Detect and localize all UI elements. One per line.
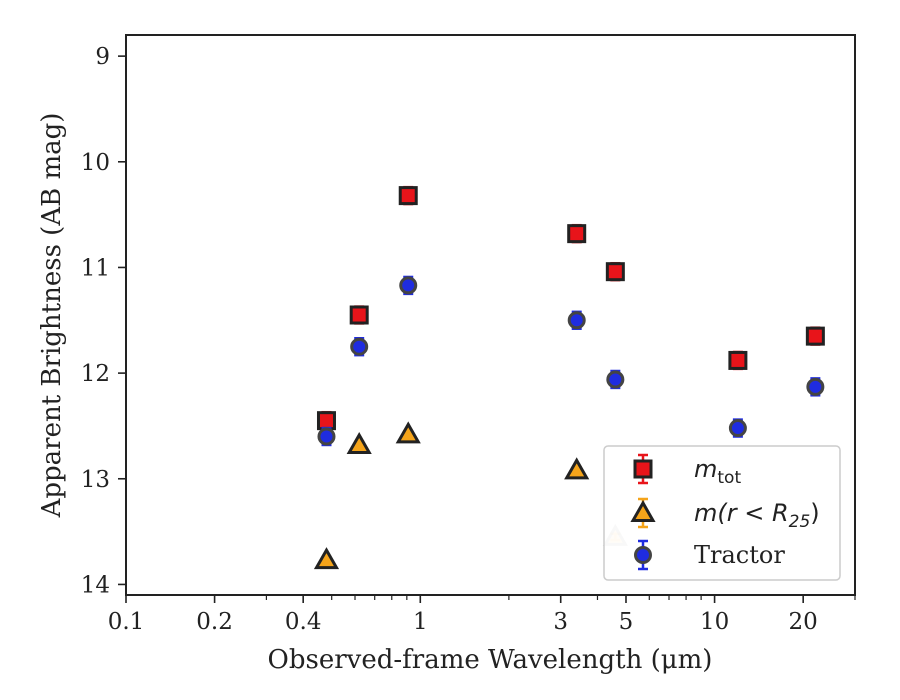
x-tick-label: 0.1	[108, 609, 145, 635]
legend-m-r25-marker	[630, 499, 656, 522]
mtot-point	[398, 186, 418, 206]
y-tick-label: 9	[95, 44, 110, 70]
plot-frame	[125, 34, 856, 596]
legend-label: mtot	[694, 455, 741, 488]
x-tick-label: 5	[619, 609, 634, 635]
mtot-point	[728, 350, 748, 370]
tractor-point	[806, 377, 825, 396]
y-tick-label: 12	[81, 361, 110, 387]
y-tick-label: 10	[81, 150, 110, 176]
x-tick-label: 0.4	[285, 609, 322, 635]
m-r25-point	[313, 547, 340, 570]
legend-label: m(r < R25)	[694, 499, 820, 532]
tractor-point	[728, 419, 747, 438]
legend-tractor-marker	[634, 546, 652, 564]
m-r25-point	[564, 457, 590, 480]
x-tick-label: 20	[789, 609, 818, 635]
mtot-point	[349, 305, 369, 325]
tractor-point	[606, 370, 625, 389]
tractor-point	[399, 276, 418, 295]
tractor-point	[567, 311, 586, 330]
mtot-point	[805, 326, 825, 346]
x-tick-label: 0.2	[196, 609, 233, 635]
x-tick-label: 10	[700, 609, 729, 635]
tractor-point	[350, 337, 369, 356]
x-tick-label: 3	[553, 609, 568, 635]
y-tick-label: 11	[81, 255, 110, 281]
m-r25-point	[395, 421, 421, 444]
legend-mtot-marker	[633, 459, 653, 479]
y-tick-label: 14	[81, 572, 110, 598]
tractor-point	[317, 427, 336, 446]
legend-box	[603, 445, 841, 581]
y-axis-label: Apparent Brightness (AB mag)	[37, 113, 67, 519]
x-axis-label: Observed-frame Wavelength (μm)	[268, 645, 713, 675]
legend-label: Tractor	[694, 541, 785, 569]
y-tick-label: 13	[81, 467, 110, 493]
mtot-point	[567, 224, 587, 244]
m-r25-point	[346, 431, 372, 454]
legend: mtot m(r < R25) Tractor	[603, 445, 841, 581]
x-tick-label: 1	[413, 609, 428, 635]
mtot-point	[316, 411, 336, 431]
plot-layer	[313, 185, 825, 570]
mtot-point	[605, 262, 625, 282]
